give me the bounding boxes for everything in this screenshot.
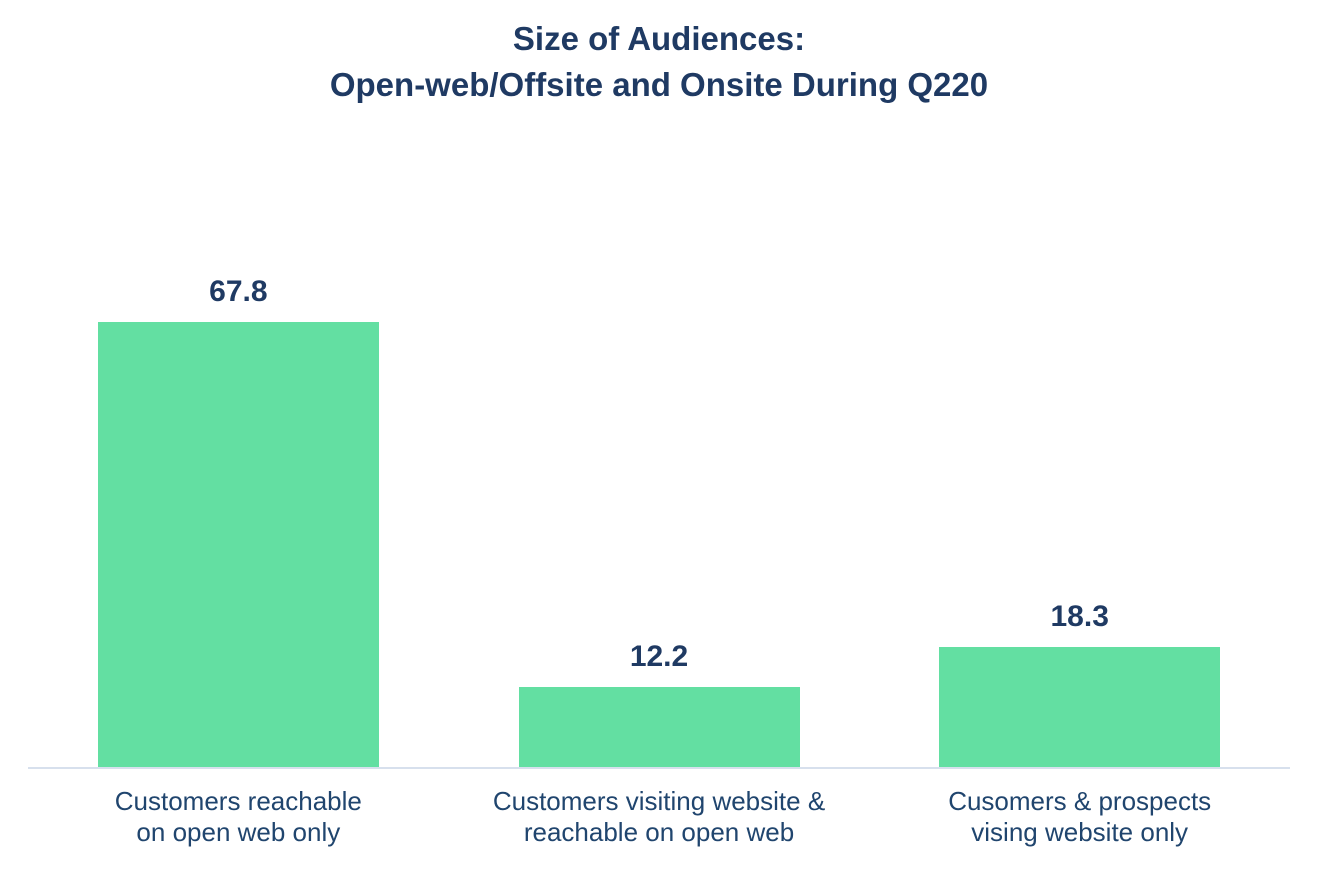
bar-column: 18.3 xyxy=(869,150,1290,767)
x-axis-labels: Customers reachable on open web only Cus… xyxy=(28,786,1290,848)
category-label-line1: Cusomers & prospects xyxy=(948,786,1212,816)
category-label-line2: on open web only xyxy=(136,817,341,847)
category-label: Customers visiting website & reachable o… xyxy=(449,786,870,848)
category-label: Cusomers & prospects vising website only xyxy=(869,786,1290,848)
bar-value-label: 12.2 xyxy=(629,639,689,673)
bar-value-label: 67.8 xyxy=(209,274,268,308)
plot-area: 67.8 12.2 18.3 xyxy=(28,150,1290,767)
x-axis-line xyxy=(28,767,1290,769)
bar-value-label: 18.3 xyxy=(1050,599,1109,633)
bar-column: 12.2 xyxy=(449,150,870,767)
chart-title-line2: Open-web/Offsite and Onsite During Q220 xyxy=(329,66,989,103)
category-label: Customers reachable on open web only xyxy=(28,786,449,848)
category-label-line1: Customers visiting website & xyxy=(492,786,826,816)
chart-title-line1: Size of Audiences: xyxy=(512,20,806,57)
bar xyxy=(518,686,800,767)
category-label-line2: vising website only xyxy=(971,817,1189,847)
category-label-line1: Customers reachable xyxy=(114,786,362,816)
bar xyxy=(97,321,379,767)
category-label-line2: reachable on open web xyxy=(523,817,795,847)
bar xyxy=(939,646,1221,767)
bar-column: 67.8 xyxy=(28,150,449,767)
chart-title: Size of Audiences: Open-web/Offsite and … xyxy=(0,16,1318,108)
